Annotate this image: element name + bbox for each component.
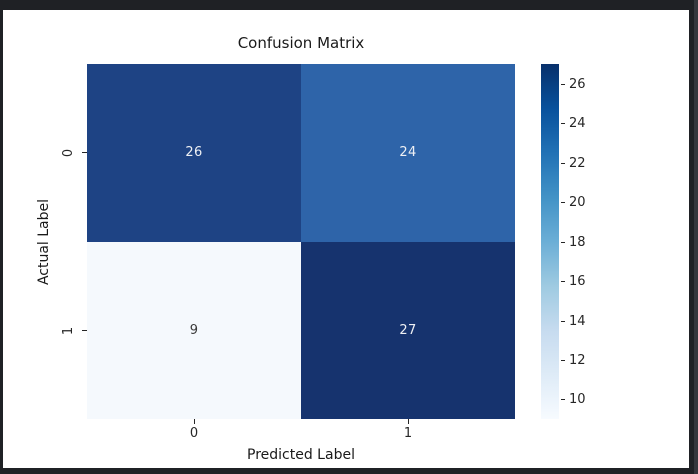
colorbar-tick: 10 (561, 391, 586, 407)
cell-value: 27 (399, 322, 417, 338)
colorbar-tick-label: 14 (569, 313, 586, 329)
colorbar-tick-label: 24 (569, 115, 586, 131)
colorbar-tick-mark (561, 320, 565, 322)
y-tick-mark (82, 152, 87, 153)
colorbar-tick-label: 26 (569, 76, 586, 92)
heatmap-cell-0-0: 26 (87, 64, 301, 242)
colorbar-tick-mark (561, 280, 565, 282)
heatmap: 26 24 9 27 (87, 64, 515, 419)
window-edge-strip (694, 0, 698, 474)
colorbar-tick: 18 (561, 234, 586, 250)
colorbar-tick-label: 20 (569, 194, 586, 210)
heatmap-cell-1-0: 9 (87, 241, 301, 419)
y-tick-label-0: 0 (61, 148, 76, 158)
colorbar-tick: 16 (561, 273, 586, 289)
x-tick-label-1: 1 (403, 426, 413, 441)
colorbar-tick: 26 (561, 76, 586, 92)
colorbar (541, 64, 559, 419)
colorbar-tick: 14 (561, 313, 586, 329)
x-tick-mark (408, 419, 409, 424)
figure-canvas: Confusion Matrix 26 24 9 27 0 1 0 1 Pred… (3, 10, 689, 468)
y-axis-label: Actual Label (36, 198, 52, 286)
colorbar-tick-label: 22 (569, 155, 586, 171)
x-tick-label-0: 0 (189, 426, 199, 441)
colorbar-tick-mark (561, 122, 565, 124)
colorbar-tick-label: 18 (569, 234, 586, 250)
colorbar-tick: 22 (561, 155, 586, 171)
y-tick-label-1: 1 (61, 326, 76, 336)
colorbar-tick-mark (561, 162, 565, 164)
colorbar-tick: 20 (561, 194, 586, 210)
cell-value: 26 (185, 145, 203, 161)
colorbar-tick-mark (561, 398, 565, 400)
colorbar-tick-mark (561, 83, 565, 85)
colorbar-tick-label: 16 (569, 273, 586, 289)
cell-value: 24 (399, 145, 417, 161)
cell-value: 9 (189, 322, 199, 338)
heatmap-cell-1-1: 27 (301, 241, 515, 419)
colorbar-tick: 12 (561, 352, 586, 368)
colorbar-tick-mark (561, 201, 565, 203)
colorbar-tick-mark (561, 359, 565, 361)
colorbar-tick: 24 (561, 115, 586, 131)
x-tick-mark (194, 419, 195, 424)
colorbar-tick-mark (561, 241, 565, 243)
y-tick-mark (82, 330, 87, 331)
heatmap-cell-0-1: 24 (301, 64, 515, 242)
x-axis-label: Predicted Label (247, 447, 355, 463)
chart-title: Confusion Matrix (237, 34, 365, 52)
colorbar-tick-label: 10 (569, 391, 586, 407)
colorbar-tick-label: 12 (569, 352, 586, 368)
